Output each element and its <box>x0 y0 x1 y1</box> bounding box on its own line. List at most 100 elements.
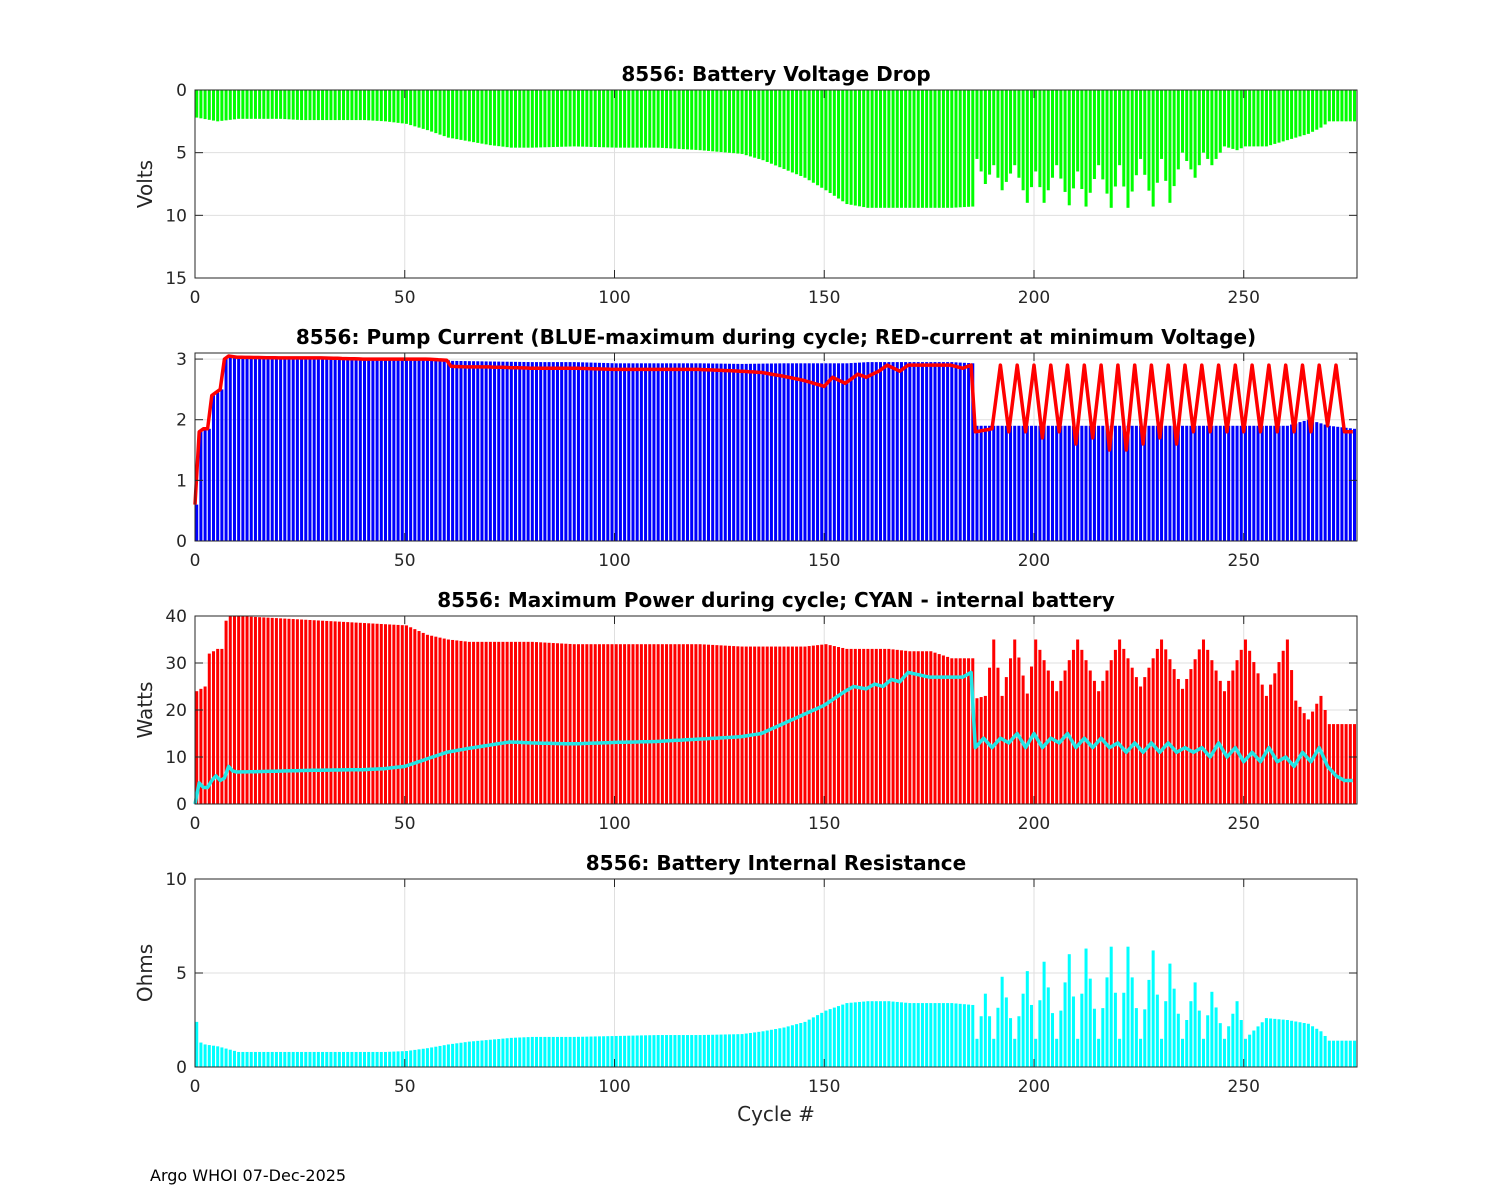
bar <box>1025 90 1029 203</box>
bar <box>1197 1010 1201 1067</box>
bar <box>736 90 740 154</box>
bar <box>371 359 375 541</box>
bar <box>1201 90 1206 153</box>
bar <box>1285 425 1289 541</box>
bar <box>589 644 593 804</box>
bar <box>916 1003 920 1067</box>
bar <box>878 90 882 208</box>
bar <box>241 356 245 541</box>
bar <box>1168 425 1172 541</box>
bar <box>1222 425 1226 541</box>
bar <box>564 1036 568 1067</box>
chart-title: 8556: Battery Voltage Drop <box>621 62 930 86</box>
bar <box>1139 90 1143 159</box>
bar <box>463 1042 467 1067</box>
bar <box>648 90 652 148</box>
bar <box>1130 977 1134 1067</box>
bar <box>1101 425 1105 541</box>
bar <box>484 1040 488 1067</box>
bar <box>472 90 476 143</box>
bar <box>849 1002 853 1067</box>
bar <box>467 90 471 142</box>
bar <box>639 644 643 804</box>
bar <box>1319 1031 1323 1067</box>
bar <box>799 1023 803 1067</box>
bar <box>1327 1040 1331 1067</box>
bar <box>694 644 698 804</box>
bar <box>1004 425 1008 541</box>
bar <box>253 90 257 119</box>
bar <box>1172 90 1176 187</box>
bar <box>576 90 580 147</box>
bar <box>933 652 937 804</box>
bar <box>627 644 631 804</box>
bar <box>967 658 971 804</box>
bar <box>593 644 597 804</box>
bar <box>1260 425 1264 541</box>
bar <box>1340 90 1344 122</box>
bar <box>753 363 757 541</box>
bar <box>996 667 1000 804</box>
bar <box>1164 1001 1168 1067</box>
bar <box>1046 987 1050 1067</box>
bar <box>1227 425 1231 541</box>
chart-panel-4: 0 50 100 150 200 250 0 5 10 8556: Battery Interna… <box>133 851 1358 1126</box>
bar <box>602 90 606 148</box>
bar <box>748 1032 752 1067</box>
bar <box>899 1002 903 1067</box>
bar <box>312 620 316 804</box>
bar <box>455 640 459 804</box>
bar <box>1264 1018 1268 1067</box>
bar <box>484 90 488 145</box>
bar <box>1147 979 1151 1067</box>
bar <box>1323 424 1327 541</box>
bar <box>1118 639 1122 804</box>
bar <box>216 1046 220 1067</box>
bar <box>321 90 325 121</box>
bar <box>300 357 304 541</box>
bar <box>425 90 429 131</box>
bar <box>1231 670 1235 804</box>
bar <box>1336 90 1340 122</box>
bar <box>396 359 400 541</box>
bar <box>1042 660 1046 804</box>
bar <box>686 90 690 150</box>
bar <box>1172 669 1176 804</box>
bar <box>509 90 513 148</box>
bar <box>941 90 945 208</box>
bar <box>1013 1038 1017 1067</box>
bar <box>1084 948 1088 1067</box>
bar <box>1306 1023 1310 1067</box>
bar <box>266 617 270 804</box>
bar <box>891 362 895 541</box>
bar <box>1340 427 1344 541</box>
bar <box>203 1044 207 1067</box>
bar <box>312 1051 316 1067</box>
bar <box>673 363 677 541</box>
bar <box>388 90 392 122</box>
bar <box>1201 639 1206 804</box>
x-tick-label: 0 <box>190 1077 201 1097</box>
bar <box>585 362 589 541</box>
bar <box>669 363 673 541</box>
x-tick-label: 200 <box>1018 288 1050 308</box>
bar <box>572 644 576 804</box>
bar <box>673 90 677 149</box>
bar <box>1273 1018 1277 1067</box>
bar <box>744 1033 748 1067</box>
bar <box>1294 90 1298 138</box>
bar <box>870 648 874 804</box>
bar <box>748 90 752 157</box>
bar <box>803 90 807 178</box>
bar <box>199 90 203 119</box>
bar <box>828 645 832 804</box>
bar <box>1218 90 1222 153</box>
bar <box>371 90 375 121</box>
bar <box>1025 425 1029 541</box>
bar <box>589 90 593 147</box>
bar <box>652 1035 656 1067</box>
bar <box>232 356 236 541</box>
bar <box>258 1051 262 1067</box>
y-tick-label: 15 <box>165 269 187 289</box>
bar <box>304 619 308 804</box>
